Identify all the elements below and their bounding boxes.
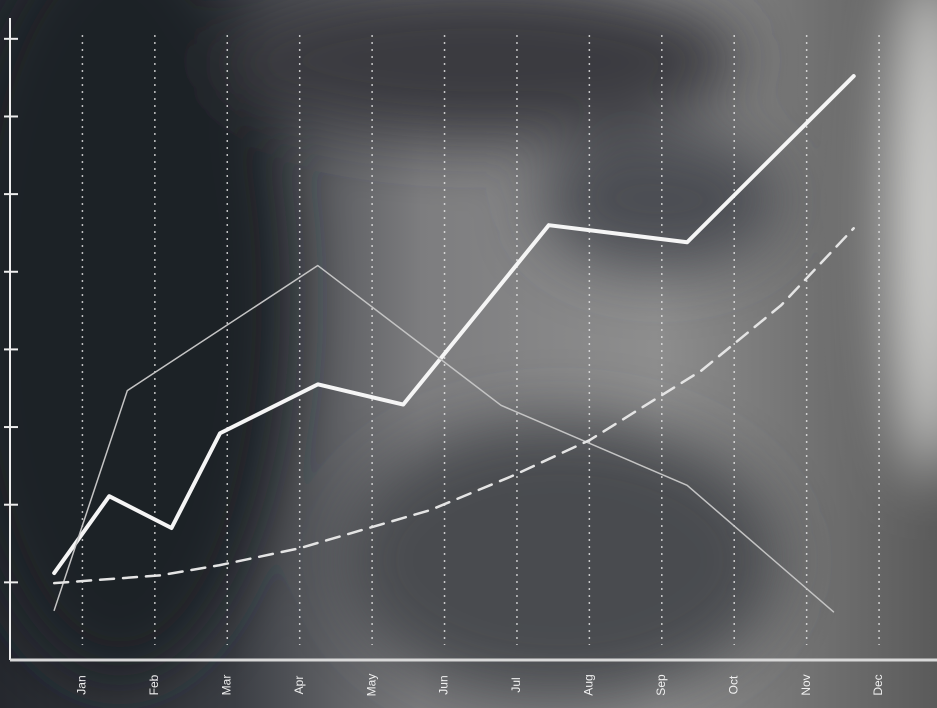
x-tick-label: Oct: [726, 675, 740, 694]
line-series: [52, 227, 855, 585]
x-tick-label: May: [364, 674, 378, 697]
x-tick-label: Jul: [509, 677, 523, 692]
line-series: [53, 264, 835, 613]
x-tick-label: Aug: [582, 674, 596, 695]
x-tick-label: Mar: [219, 675, 233, 696]
x-tick-label: Dec: [871, 674, 885, 695]
plot: Jan Feb Mar Apr May Jun Jul Aug Sep Oct Nov Dec: [4, 18, 937, 696]
x-tick-label: Sep: [654, 674, 668, 696]
x-tick-label: Feb: [147, 674, 161, 695]
x-tick-label: Jun: [437, 675, 451, 694]
x-tick-label: Nov: [799, 674, 813, 695]
line-series: [52, 74, 856, 576]
x-tick-label: Apr: [292, 676, 306, 695]
x-tick-label: Jan: [75, 675, 89, 694]
